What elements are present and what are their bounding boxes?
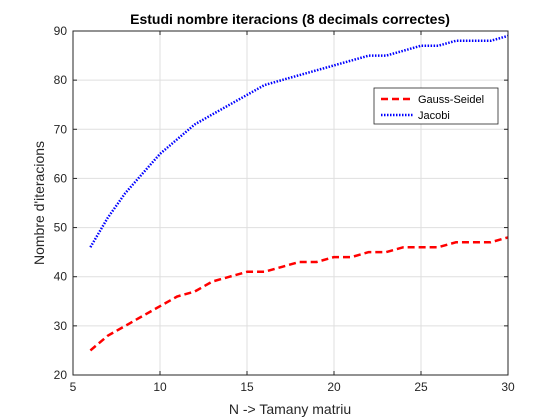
legend-box: [373, 87, 499, 125]
y-tick-label: 30: [54, 319, 68, 333]
y-axis-label: Nombre d'iteracions: [31, 141, 47, 265]
series-line-gauss-seidel: [89, 236, 509, 352]
x-tick-label: 10: [153, 380, 167, 394]
x-axis-ticks: 5 10 15 20 25 30: [70, 31, 515, 394]
y-tick-label: 60: [54, 171, 68, 185]
x-tick-label: 20: [327, 380, 341, 394]
legend-label-jacobi: Jacobi: [418, 110, 450, 122]
y-axis-ticks: 20 30 40 50 60 70 80 90: [54, 24, 508, 382]
y-tick-label: 20: [54, 368, 68, 382]
x-tick-label: 30: [501, 380, 515, 394]
axes-box: [72, 30, 509, 376]
y-tick-label: 50: [54, 221, 68, 235]
legend: Gauss-Seidel Jacobi: [373, 87, 499, 125]
x-tick-label: 25: [414, 380, 428, 394]
chart-title: Estudi nombre iteracions (8 decimals cor…: [130, 11, 450, 27]
y-tick-label: 90: [54, 24, 68, 38]
x-axis-label: N -> Tamany matriu: [229, 401, 351, 417]
y-tick-label: 40: [54, 270, 68, 284]
legend-label-gauss-seidel: Gauss-Seidel: [418, 94, 484, 106]
plot-area: [73, 31, 508, 375]
series-layer: [89, 34, 509, 352]
y-tick-label: 80: [54, 73, 68, 87]
y-tick-label: 70: [54, 122, 68, 136]
x-tick-label: 15: [240, 380, 254, 394]
x-tick-label: 5: [70, 380, 77, 394]
